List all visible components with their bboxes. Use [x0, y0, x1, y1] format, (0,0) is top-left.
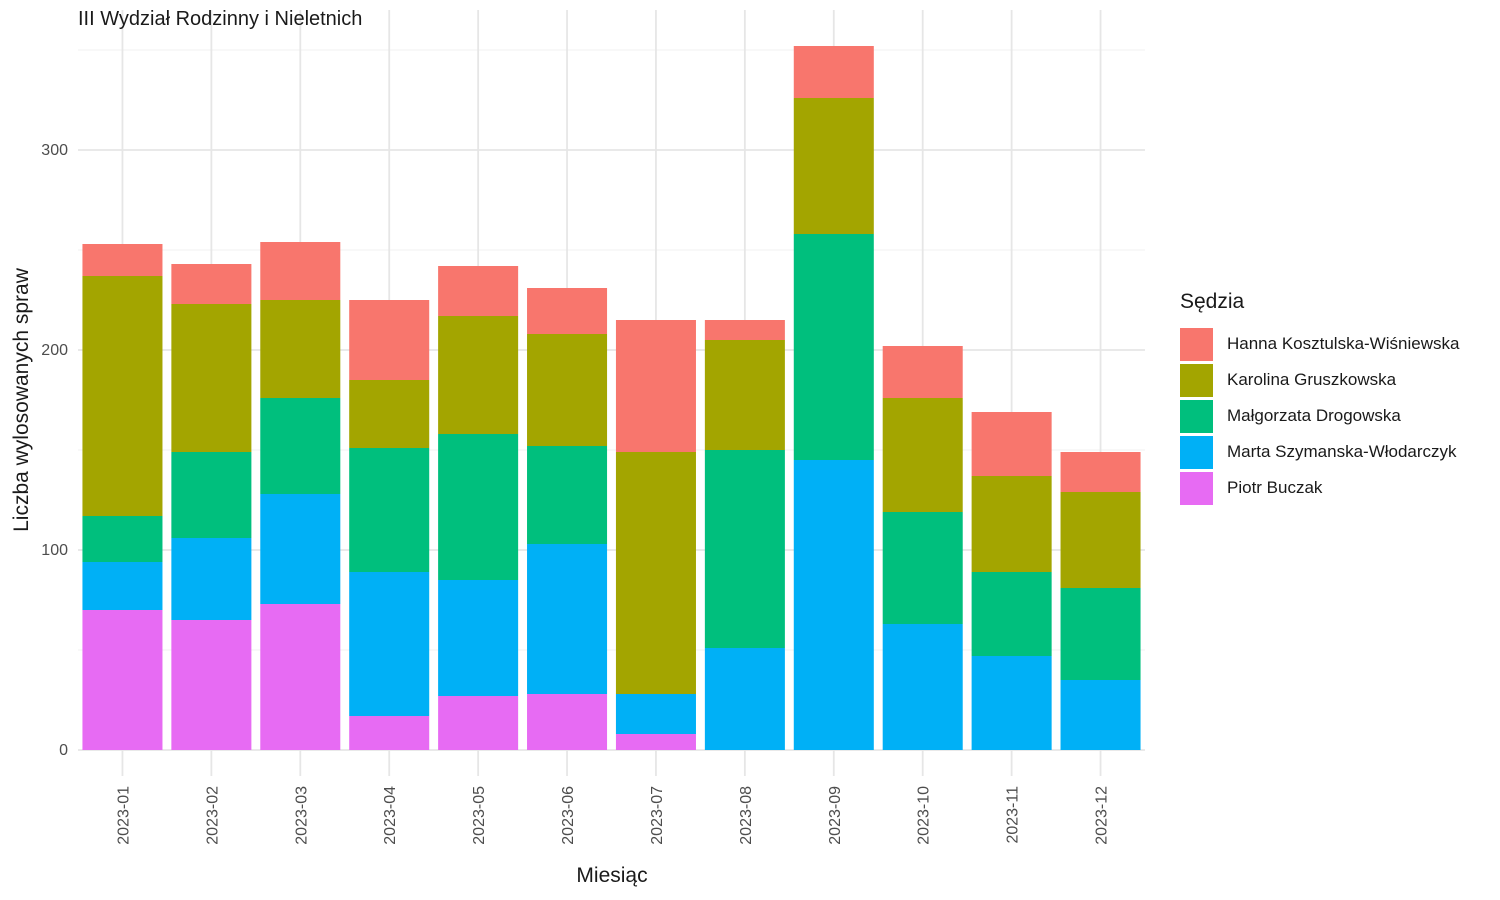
legend-item: Hanna Kosztulska-Wiśniewska — [1180, 326, 1459, 362]
legend-item: Marta Szymanska-Włodarczyk — [1180, 434, 1459, 470]
bar-segment — [527, 334, 608, 446]
bar-segment — [1060, 588, 1141, 680]
legend-label: Małgorzata Drogowska — [1227, 406, 1401, 425]
x-tick-label: 2023-05 — [471, 786, 488, 845]
bar-segment — [615, 734, 696, 750]
y-tick-label: 200 — [41, 342, 68, 359]
bar-segment — [260, 604, 341, 750]
bar-segment — [171, 264, 252, 304]
bar-segment — [1060, 680, 1141, 750]
bar-segment — [438, 266, 519, 316]
bar-segment — [438, 580, 519, 696]
legend-key — [1180, 435, 1213, 469]
x-tick-label: 2023-10 — [916, 786, 933, 845]
y-tick-labels: 0 100 200 300 — [41, 142, 68, 759]
bar-segment — [704, 320, 785, 340]
x-tick-label: 2023-07 — [649, 786, 666, 845]
bar-segment — [349, 380, 430, 448]
x-axis-label: Miesiąc — [576, 864, 648, 887]
bar-segment — [971, 656, 1052, 750]
bar-segment — [171, 620, 252, 750]
bar-segment — [527, 446, 608, 544]
bar-segment — [82, 244, 163, 276]
legend-key — [1180, 471, 1213, 505]
y-tick-label: 0 — [59, 742, 68, 759]
bar-segment — [527, 694, 608, 750]
bar-segment — [527, 288, 608, 334]
x-tick-label: 2023-02 — [204, 786, 221, 845]
bar-segment — [438, 434, 519, 580]
bars — [82, 46, 1141, 750]
legend-label: Piotr Buczak — [1227, 478, 1323, 497]
x-tick-label: 2023-12 — [1094, 786, 1111, 845]
y-axis-label: Liczba wylosowanych spraw — [10, 268, 33, 532]
bar-segment — [793, 98, 874, 234]
bar-segment — [1060, 452, 1141, 492]
bar-segment — [1060, 492, 1141, 588]
bar-segment — [349, 300, 430, 380]
legend-key — [1180, 399, 1213, 433]
bar-segment — [349, 448, 430, 572]
bar-segment — [260, 398, 341, 494]
bar-segment — [615, 320, 696, 452]
legend-label: Marta Szymanska-Włodarczyk — [1227, 442, 1457, 461]
bar-segment — [82, 610, 163, 750]
bar-segment — [171, 538, 252, 620]
legend-key — [1180, 363, 1213, 397]
bar-segment — [260, 242, 341, 300]
x-tick-label: 2023-11 — [1005, 786, 1022, 844]
legend-item: Małgorzata Drogowska — [1180, 398, 1459, 434]
x-tick-labels: 2023-01 2023-02 2023-03 2023-04 2023-05 2023-… — [115, 786, 1110, 845]
bar-segment — [171, 304, 252, 452]
bar-segment — [882, 512, 963, 624]
bar-segment — [171, 452, 252, 538]
bar-segment — [82, 516, 163, 562]
x-tick-label: 2023-04 — [382, 786, 399, 845]
legend-label: Hanna Kosztulska-Wiśniewska — [1227, 334, 1460, 353]
bar-segment — [971, 476, 1052, 572]
bar-segment — [971, 412, 1052, 476]
bar-segment — [793, 46, 874, 98]
bar-segment — [704, 340, 785, 450]
x-tick-label: 2023-03 — [293, 786, 310, 845]
legend-title: Sędzia — [1180, 290, 1245, 313]
bar-segment — [882, 398, 963, 512]
x-tick-label: 2023-06 — [560, 786, 577, 845]
bar-segment — [349, 572, 430, 716]
legend: Sędzia Hanna Kosztulska-Wiśniewska Karoli… — [1180, 290, 1459, 506]
bar-segment — [615, 694, 696, 734]
bar-segment — [793, 234, 874, 460]
bar-segment — [260, 494, 341, 604]
legend-item: Karolina Gruszkowska — [1180, 362, 1459, 398]
bar-segment — [260, 300, 341, 398]
bar-segment — [704, 648, 785, 750]
x-tick-label: 2023-08 — [738, 786, 755, 845]
x-tick-label: 2023-09 — [827, 786, 844, 845]
legend-item: Piotr Buczak — [1180, 470, 1459, 506]
bar-segment — [438, 696, 519, 750]
bar-segment — [882, 624, 963, 750]
y-tick-label: 300 — [41, 142, 68, 159]
chart-title: III Wydział Rodzinny i Nieletnich — [78, 8, 363, 30]
bar-segment — [527, 544, 608, 694]
legend-key — [1180, 327, 1213, 361]
bar-segment — [438, 316, 519, 434]
legend-items: Hanna Kosztulska-Wiśniewska Karolina Grus… — [1180, 326, 1459, 506]
bar-segment — [615, 452, 696, 694]
bar-segment — [82, 276, 163, 516]
legend-label: Karolina Gruszkowska — [1227, 370, 1397, 389]
bar-segment — [971, 572, 1052, 656]
bar-segment — [82, 562, 163, 610]
x-tick-label: 2023-01 — [115, 786, 132, 845]
bar-segment — [882, 346, 963, 398]
bar-segment — [349, 716, 430, 750]
bar-segment — [704, 450, 785, 648]
bar-segment — [793, 460, 874, 750]
y-tick-label: 100 — [41, 542, 68, 559]
